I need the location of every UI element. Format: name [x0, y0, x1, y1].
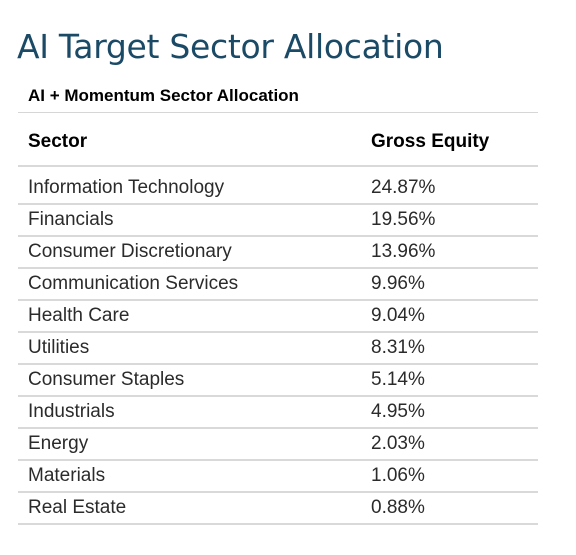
sector-cell: Energy: [28, 433, 89, 454]
sector-cell: Information Technology: [28, 177, 225, 198]
sector-cell: Consumer Staples: [28, 369, 185, 390]
sector-cell: Industrials: [28, 401, 115, 422]
table-row: Utilities 8.31%: [18, 333, 538, 365]
gross-equity-cell: 8.31%: [371, 337, 425, 358]
sector-cell: Materials: [28, 465, 106, 486]
table-caption: AI + Momentum Sector Allocation: [28, 86, 299, 105]
gross-equity-cell: 19.56%: [371, 209, 436, 230]
gross-equity-cell: 5.14%: [371, 369, 425, 390]
sector-cell: Financials: [28, 209, 114, 230]
table-row: Communication Services 9.96%: [18, 269, 538, 301]
gross-equity-cell: 13.96%: [371, 241, 436, 262]
table-row: Information Technology 24.87%: [18, 173, 538, 205]
page-title: AI Target Sector Allocation: [17, 27, 444, 66]
table-row: Industrials 4.95%: [18, 397, 538, 429]
sector-cell: Communication Services: [28, 273, 239, 294]
gross-equity-cell: 9.96%: [371, 273, 425, 294]
gross-equity-cell: 4.95%: [371, 401, 425, 422]
table-row: Real Estate 0.88%: [18, 493, 538, 525]
table-row: Materials 1.06%: [18, 461, 538, 493]
table-row: Consumer Discretionary 13.96%: [18, 237, 538, 269]
column-header-gross-equity: Gross Equity: [371, 131, 490, 152]
table-body: Information Technology 24.87% Financials 19…: [18, 173, 538, 525]
caption-divider: [18, 112, 538, 113]
gross-equity-cell: 9.04%: [371, 305, 425, 326]
gross-equity-cell: 24.87%: [371, 177, 436, 198]
table-header-row: Sector Gross Equity: [18, 119, 538, 167]
table-row: Financials 19.56%: [18, 205, 538, 237]
sector-cell: Utilities: [28, 337, 90, 358]
sector-cell: Health Care: [28, 305, 130, 326]
table-row: Consumer Staples 5.14%: [18, 365, 538, 397]
gross-equity-cell: 1.06%: [371, 465, 425, 486]
table-row: Energy 2.03%: [18, 429, 538, 461]
column-header-sector: Sector: [28, 131, 88, 152]
sector-cell: Real Estate: [28, 497, 127, 518]
gross-equity-cell: 2.03%: [371, 433, 425, 454]
sector-allocation-table: Sector Gross Equity Information Technolo…: [18, 119, 538, 525]
gross-equity-cell: 0.88%: [371, 497, 425, 518]
sector-cell: Consumer Discretionary: [28, 241, 232, 262]
table-row: Health Care 9.04%: [18, 301, 538, 333]
